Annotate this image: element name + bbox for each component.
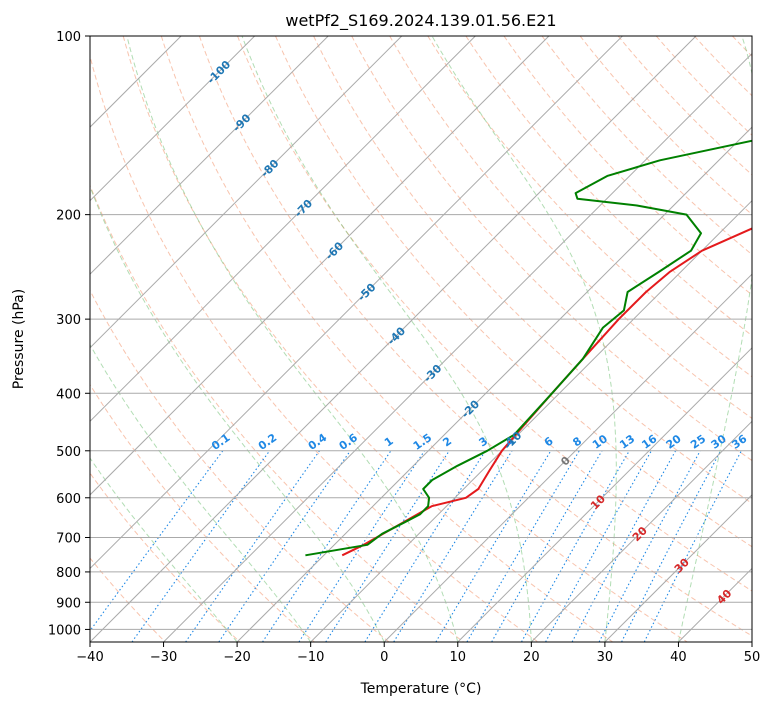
isotherm-gridline <box>90 36 550 496</box>
y-tick-label: 900 <box>56 596 81 611</box>
x-tick-label: 20 <box>523 650 540 665</box>
y-tick-label: 100 <box>56 30 81 45</box>
mixing-ratio-line <box>131 450 271 642</box>
isotherm-gridline <box>530 420 752 642</box>
mixing-ratio-line <box>364 450 486 642</box>
dry-adiabat-line <box>427 36 752 378</box>
moist-adiabat-line <box>90 457 238 642</box>
moist-adiabat-line <box>241 36 532 642</box>
dry-adiabat-line <box>771 36 775 642</box>
dry-adiabat-line <box>503 36 752 296</box>
isotherm-gridline <box>163 52 752 642</box>
mixing-ratio-line <box>218 450 351 642</box>
moist-adiabat-line <box>90 185 385 642</box>
dry-adiabat-line <box>122 36 613 642</box>
temperature-trace <box>341 227 752 557</box>
x-tick-label: −20 <box>223 650 250 665</box>
x-tick-label: 30 <box>597 650 614 665</box>
isotherm-gridline <box>90 36 697 642</box>
dry-adiabat-line <box>313 36 752 504</box>
mixing-ratio-line <box>185 450 320 642</box>
dry-adiabat-line <box>198 36 752 637</box>
dry-adiabat-line <box>90 54 539 642</box>
y-tick-label: 400 <box>56 387 81 402</box>
mixing-ratio-line <box>262 450 392 642</box>
mixing-ratio-line <box>435 450 552 642</box>
mixing-ratio-line <box>90 450 224 632</box>
x-tick-label: −40 <box>76 650 103 665</box>
moist-adiabat-line <box>431 36 617 642</box>
dry-adiabat-line <box>617 36 752 176</box>
chart-title: wetPf2_S169.2024.139.01.56.E21 <box>285 11 556 31</box>
x-tick-label: −10 <box>297 650 324 665</box>
dry-adiabat-line <box>541 36 752 256</box>
y-tick-label: 300 <box>56 313 81 328</box>
mixing-ratio-line <box>521 450 630 642</box>
dry-adiabat-line <box>90 184 464 642</box>
dry-adiabat-line <box>160 36 688 642</box>
isotherm-gridline <box>751 641 752 642</box>
mixing-ratio-line <box>545 450 652 642</box>
isotherm-gridline <box>90 36 476 423</box>
dewpoint-trace <box>305 139 752 557</box>
x-tick-label: 40 <box>670 650 687 665</box>
dry-adiabat-line <box>90 383 315 642</box>
x-tick-label: −30 <box>150 650 177 665</box>
isotherm-gridline <box>310 199 752 642</box>
y-tick-label: 1000 <box>48 623 81 638</box>
dry-adiabat-line <box>90 289 390 642</box>
isotherm-gridline <box>90 36 623 570</box>
mixing-ratio-line <box>598 450 701 642</box>
isotherm-gridline <box>457 347 752 642</box>
dry-adiabat-line <box>275 36 752 548</box>
mixing-ratio-line <box>298 450 425 642</box>
isotherm-gridline <box>90 36 403 349</box>
y-tick-label: 200 <box>56 209 81 224</box>
mixing-ratio-line <box>571 450 677 642</box>
isotherm-gridline <box>90 36 329 275</box>
y-tick-label: 500 <box>56 445 81 460</box>
isotherm-gridline <box>236 126 752 642</box>
x-tick-label: 0 <box>380 650 388 665</box>
y-tick-label: 600 <box>56 492 81 507</box>
mixing-ratio-line <box>325 450 450 642</box>
isotherm-gridline <box>383 273 752 642</box>
isotherm-gridline <box>604 494 752 642</box>
y-tick-label: 700 <box>56 532 81 547</box>
dry-adiabat-line <box>237 36 752 592</box>
x-tick-label: 50 <box>744 650 761 665</box>
y-tick-label: 800 <box>56 566 81 581</box>
plot-frame <box>89 35 753 643</box>
dry-adiabat-line <box>389 36 752 420</box>
x-axis-label: Temperature (°C) <box>360 681 482 697</box>
x-tick-label: 10 <box>450 650 467 665</box>
moist-adiabat-line <box>126 36 459 642</box>
y-axis-label: Pressure (hPa) <box>11 289 27 389</box>
isotherm-gridline <box>90 36 256 202</box>
